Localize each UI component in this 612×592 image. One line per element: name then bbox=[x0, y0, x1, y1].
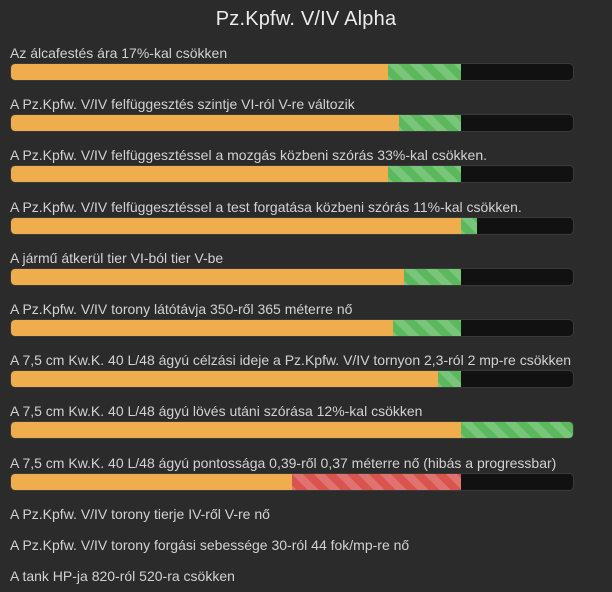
progress-increase-segment bbox=[398, 115, 461, 132]
progress-bar bbox=[10, 216, 574, 235]
change-row: A 7,5 cm Kw.K. 40 L/48 ágyú pontossága 0… bbox=[10, 455, 606, 501]
progress-bar bbox=[10, 165, 574, 184]
change-label: A 7,5 cm Kw.K. 40 L/48 ágyú célzási idej… bbox=[10, 352, 572, 369]
change-label: A 7,5 cm Kw.K. 40 L/48 ágyú lövés utáni … bbox=[10, 403, 423, 420]
progress-bar bbox=[10, 370, 574, 389]
change-row: A Pz.Kpfw. V/IV felfüggesztéssel a test … bbox=[10, 199, 606, 245]
change-row: A Pz.Kpfw. V/IV felfüggesztés szintje VI… bbox=[10, 96, 606, 142]
progress-decrease-segment bbox=[292, 473, 461, 490]
plain-change-item: A Pz.Kpfw. V/IV torony forgási sebessége… bbox=[10, 537, 410, 553]
progress-base-segment bbox=[11, 473, 292, 490]
change-row: A 7,5 cm Kw.K. 40 L/48 ágyú célzási idej… bbox=[10, 352, 606, 398]
page-title: Pz.Kpfw. V/IV Alpha bbox=[215, 8, 397, 30]
change-row: A Pz.Kpfw. V/IV felfüggesztéssel a mozgá… bbox=[10, 147, 606, 193]
change-row: Az álcafestés ára 17%-kal csökken bbox=[10, 45, 606, 91]
change-label: A Pz.Kpfw. V/IV felfüggesztéssel a mozgá… bbox=[10, 147, 488, 164]
progress-base-segment bbox=[11, 422, 461, 439]
progress-increase-segment bbox=[387, 64, 461, 80]
progress-increase-segment bbox=[393, 320, 461, 336]
change-label: A 7,5 cm Kw.K. 40 L/48 ágyú pontossága 0… bbox=[10, 454, 557, 471]
progress-bar bbox=[10, 421, 574, 440]
progress-increase-segment bbox=[460, 422, 573, 439]
progress-increase-segment bbox=[387, 166, 461, 183]
plain-change-item: A tank HP-ja 820-ról 520-ra csökken bbox=[10, 568, 235, 584]
progress-bar bbox=[10, 319, 574, 337]
progress-base-segment bbox=[11, 268, 405, 285]
progress-bar bbox=[10, 114, 574, 133]
progress-bar bbox=[10, 267, 574, 286]
progress-base-segment bbox=[11, 217, 461, 234]
progress-base-segment bbox=[11, 64, 388, 80]
progress-base-segment bbox=[11, 371, 439, 388]
progress-base-segment bbox=[11, 115, 399, 132]
change-label: Az álcafestés ára 17%-kal csökken bbox=[10, 45, 228, 61]
change-row: A jármű átkerül tier VI-ból tier V-be bbox=[10, 250, 606, 296]
progress-bar bbox=[10, 63, 574, 81]
change-label: A jármű átkerül tier VI-ból tier V-be bbox=[10, 249, 224, 266]
progress-bar bbox=[10, 472, 574, 491]
plain-change-item: A Pz.Kpfw. V/IV torony tierje IV-ről V-r… bbox=[10, 506, 270, 522]
change-label: A Pz.Kpfw. V/IV felfüggesztés szintje VI… bbox=[10, 96, 355, 113]
progress-base-segment bbox=[11, 166, 388, 183]
progress-increase-segment bbox=[460, 217, 478, 234]
change-row: A Pz.Kpfw. V/IV torony látótávja 350-ről… bbox=[10, 301, 606, 347]
progress-base-segment bbox=[11, 320, 394, 336]
progress-increase-segment bbox=[404, 268, 461, 285]
change-row: A 7,5 cm Kw.K. 40 L/48 ágyú lövés utáni … bbox=[10, 403, 606, 449]
change-label: A Pz.Kpfw. V/IV felfüggesztéssel a test … bbox=[10, 198, 522, 215]
progress-increase-segment bbox=[438, 371, 461, 388]
change-label: A Pz.Kpfw. V/IV torony látótávja 350-ről… bbox=[10, 301, 353, 317]
